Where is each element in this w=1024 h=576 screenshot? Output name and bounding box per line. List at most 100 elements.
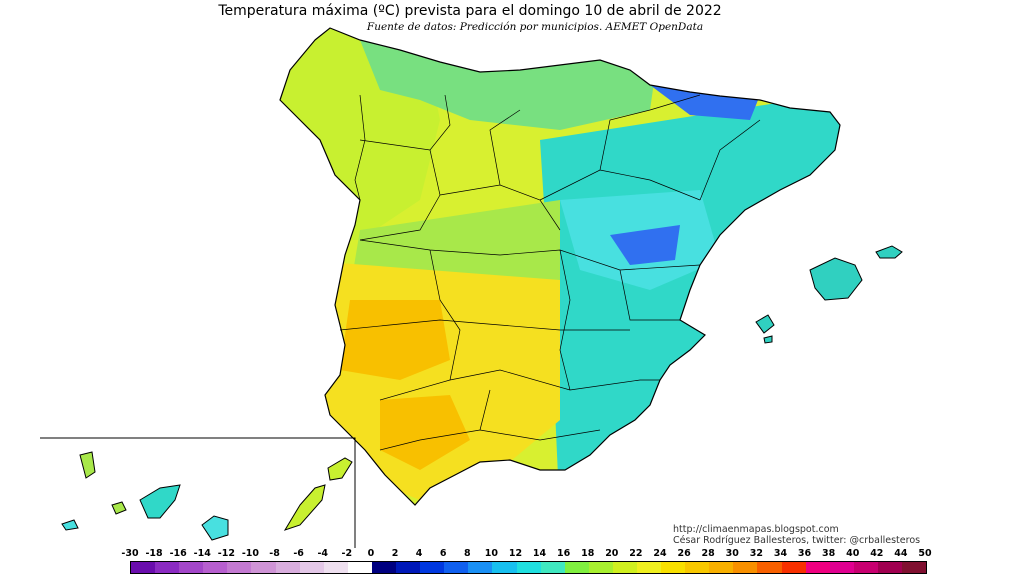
legend-tick-labels: -30 -18 -16 -14 -12 -10 -8 -6 -4 -2 0 2 4 6 8 10 12 14 16 1… bbox=[0, 548, 1024, 560]
credits: http://climaenmapas.blogspot.com César R… bbox=[673, 524, 920, 546]
color-scale-legend bbox=[130, 561, 927, 574]
field-iberico-cold bbox=[610, 225, 680, 265]
province-border bbox=[339, 319, 630, 331]
legend-swatch bbox=[131, 562, 156, 573]
legend-tick-label: 28 bbox=[701, 548, 715, 559]
legend-tick-label: 50 bbox=[918, 548, 932, 559]
province-border bbox=[439, 184, 561, 231]
legend-swatch bbox=[275, 562, 300, 573]
legend-tick-label: 32 bbox=[749, 548, 763, 559]
legend-swatch bbox=[709, 562, 734, 573]
province-border bbox=[359, 239, 701, 271]
legend-swatch bbox=[636, 562, 662, 573]
balearic-islands bbox=[755, 245, 903, 344]
legend-swatch bbox=[516, 562, 541, 573]
credits-author: César Rodríguez Ballesteros, twitter: @c… bbox=[673, 535, 921, 546]
legend-tick-label: -14 bbox=[193, 548, 211, 559]
legend-tick-label: -12 bbox=[217, 548, 235, 559]
legend-tick-label: 30 bbox=[725, 548, 739, 559]
legend-tick-label: 6 bbox=[439, 548, 447, 559]
ibiza-island bbox=[755, 314, 775, 334]
province-borders bbox=[339, 94, 761, 451]
legend-swatch bbox=[902, 562, 927, 573]
legend-swatch bbox=[853, 562, 878, 573]
province-border bbox=[539, 169, 701, 201]
province-border bbox=[619, 269, 680, 321]
legend-swatch bbox=[733, 562, 758, 573]
province-border bbox=[429, 249, 461, 381]
el-hierro-island bbox=[61, 519, 79, 531]
legend-tick-label: 0 bbox=[367, 548, 375, 559]
legend-tick-label: 4 bbox=[415, 548, 423, 559]
legend-tick-label: 2 bbox=[391, 548, 399, 559]
legend-tick-label: 20 bbox=[605, 548, 619, 559]
legend-tick-label: 38 bbox=[822, 548, 836, 559]
field-east bbox=[540, 90, 840, 505]
menorca-island bbox=[875, 245, 903, 259]
tenerife-island bbox=[139, 484, 181, 519]
legend-swatch bbox=[661, 562, 686, 573]
map-subtitle: Fuente de datos: Predicción por municipi… bbox=[366, 21, 704, 33]
lanzarote-island bbox=[327, 457, 353, 481]
legend-swatch bbox=[251, 562, 276, 573]
formentera-island bbox=[763, 335, 773, 344]
legend-swatch bbox=[444, 562, 469, 573]
mallorca-island bbox=[809, 257, 863, 301]
field-cantabrian bbox=[360, 40, 660, 130]
legend-tick-label: -8 bbox=[269, 548, 280, 559]
inset-frame bbox=[40, 437, 356, 548]
legend-swatch bbox=[155, 562, 180, 573]
legend-tick-label: 12 bbox=[508, 548, 523, 559]
province-border bbox=[379, 379, 451, 401]
legend-tick-label: 18 bbox=[581, 548, 595, 559]
legend-swatch bbox=[371, 562, 397, 573]
legend-tick-label: 40 bbox=[846, 548, 860, 559]
legend-swatch bbox=[540, 562, 565, 573]
legend-tick-label: 14 bbox=[532, 548, 547, 559]
legend-swatch bbox=[227, 562, 252, 573]
map-title: Temperatura máxima (ºC) prevista para el… bbox=[218, 3, 722, 19]
legend-tick-label: 26 bbox=[677, 548, 691, 559]
legend-swatch bbox=[564, 562, 589, 573]
field-central bbox=[350, 200, 560, 290]
legend-swatch bbox=[347, 562, 372, 573]
legend-swatch bbox=[492, 562, 517, 573]
province-border bbox=[449, 369, 660, 391]
legend-swatch bbox=[877, 562, 902, 573]
field-hot-extremadura bbox=[340, 300, 450, 380]
legend-tick-label: -18 bbox=[145, 548, 163, 559]
legend-tick-label: 8 bbox=[463, 548, 471, 559]
gran-canaria-island bbox=[201, 515, 229, 541]
legend-swatch bbox=[396, 562, 421, 573]
legend-tick-label: -4 bbox=[317, 548, 328, 559]
credits-url[interactable]: http://climaenmapas.blogspot.com bbox=[673, 524, 839, 535]
province-border bbox=[599, 94, 701, 171]
legend-tick-label: 34 bbox=[773, 548, 788, 559]
legend-tick-label: -16 bbox=[169, 548, 187, 559]
spain-coastline bbox=[279, 27, 841, 506]
province-border bbox=[379, 439, 421, 451]
province-border bbox=[354, 94, 366, 201]
legend-tick-label: 10 bbox=[484, 548, 498, 559]
province-border bbox=[559, 249, 571, 391]
legend-swatch bbox=[757, 562, 782, 573]
legend-tick-label: 36 bbox=[797, 548, 812, 559]
legend-swatch bbox=[588, 562, 613, 573]
province-border bbox=[479, 389, 491, 431]
la-gomera-island bbox=[111, 501, 127, 515]
legend-swatch bbox=[468, 562, 493, 573]
legend-tick-label: -10 bbox=[241, 548, 260, 559]
legend-swatch bbox=[685, 562, 710, 573]
legend-tick-label: -30 bbox=[121, 548, 139, 559]
legend-swatch bbox=[829, 562, 854, 573]
legend-swatch bbox=[420, 562, 445, 573]
legend-tick-label: 16 bbox=[557, 548, 571, 559]
temperature-fields bbox=[280, 28, 840, 505]
legend-swatch bbox=[203, 562, 228, 573]
legend-tick-label: -6 bbox=[293, 548, 304, 559]
field-hot-guadalquivir bbox=[380, 395, 470, 470]
province-border bbox=[419, 429, 601, 441]
legend-swatch bbox=[612, 562, 637, 573]
legend-swatch bbox=[323, 562, 348, 573]
legend-swatch bbox=[805, 562, 830, 573]
